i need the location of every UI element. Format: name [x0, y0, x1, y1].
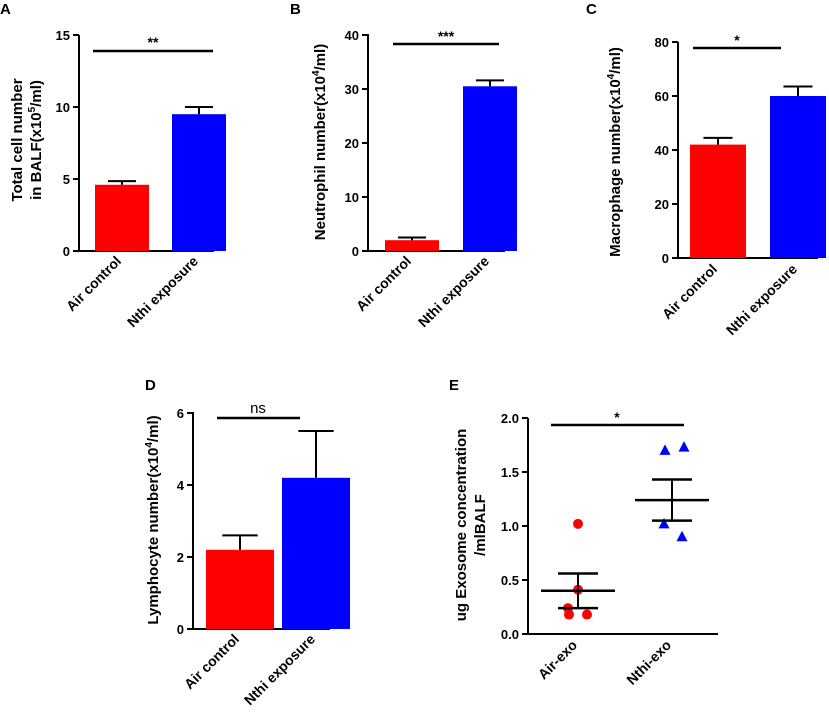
panel-e-xlabel-air-exo: Air-exo: [535, 637, 580, 682]
panel-letter-c: C: [586, 1, 597, 18]
panel-a-ytick-label-0: 0: [63, 244, 70, 259]
panel-c-ylabel: Macrophage number(x104/ml): [606, 47, 624, 257]
panel-e-point-air-exo-3: [564, 609, 574, 620]
svg-text:Lymphocyte number(x104/ml): Lymphocyte number(x104/ml): [144, 415, 162, 624]
panel-e-significance-label: *: [614, 409, 620, 425]
panel-e-point-air-exo-4: [582, 609, 592, 620]
panel-d-bar-nthi-exposure: [282, 477, 350, 629]
panel-a-bar-nthi-exposure: [172, 114, 226, 251]
panel-e-ylabel-line2: /mlBALF: [472, 494, 489, 556]
panel-b-significance-label: ***: [438, 28, 455, 44]
panel-e-ytick-label-2: 1.0: [501, 519, 519, 534]
panel-e-ylabel: ug Exosome concentration /mlBALF: [453, 429, 489, 622]
panel-a-significance-label: **: [148, 34, 159, 50]
panel-d-bar-air-control: [206, 549, 274, 629]
panel-a-ylabel-line2: in BALF(x105/ml): [27, 80, 45, 200]
panel-a-errorbar-nthi-exposure: [184, 106, 214, 115]
panel-letter-b: B: [290, 1, 301, 18]
panel-c-xlabel-air-control: Air control: [659, 261, 720, 322]
panel-d: D Lymphocyte number(x104/ml) 0 2 4 6 Air…: [144, 377, 350, 708]
panel-e: E ug Exosome concentration /mlBALF 0.0 0…: [449, 377, 718, 688]
panel-d-ytick-label-0: 0: [177, 622, 184, 637]
panel-e-ytick-label-0: 0.0: [501, 627, 519, 642]
panel-e-point-nthi-exo-2: [658, 517, 670, 529]
panel-e-point-nthi-exo-0: [659, 444, 671, 455]
panel-e-ytick-label-3: 1.5: [501, 465, 519, 480]
panel-c-ytick-label-2: 40: [655, 143, 669, 158]
panel-a-xlabel-air-control: Air control: [63, 253, 124, 314]
panel-letter-a: A: [0, 1, 11, 18]
svg-text:Neutrophil number(x104/ml): Neutrophil number(x104/ml): [311, 44, 329, 240]
panel-e-points: [563, 441, 690, 620]
panel-d-ytick-label-3: 6: [177, 406, 184, 421]
panel-b-xlabel-air-control: Air control: [353, 253, 414, 314]
panel-d-xlabel-air-control: Air control: [181, 631, 242, 692]
panel-a: A Total cell number in BALF(x105/ml) 0 5…: [0, 1, 226, 330]
panel-c-ytick-label-1: 20: [655, 197, 669, 212]
panel-c-xlabel-nthi-exposure: Nthi exposure: [723, 261, 800, 338]
panel-b-errorbar-air-control: [397, 236, 427, 241]
panel-d-ytick-label-1: 2: [177, 550, 184, 565]
panel-e-ytick-label-1: 0.5: [501, 573, 519, 588]
panel-c-ytick-label-0: 0: [662, 251, 669, 266]
panel-d-ylabel: Lymphocyte number(x104/ml): [144, 415, 162, 624]
panel-b: B Neutrophil number(x104/ml) 0 10 20 30 …: [290, 1, 517, 330]
panel-d-ytick-label-2: 4: [177, 478, 185, 493]
panel-c-ytick-label-4: 80: [655, 35, 669, 50]
panel-a-ytick-label-1: 5: [63, 172, 70, 187]
panel-a-bar-air-control: [95, 184, 149, 251]
panel-e-mean-sem: [541, 478, 709, 610]
panel-e-ylabel-line1: ug Exosome concentration: [453, 429, 470, 622]
panel-b-errorbar-nthi-exposure: [475, 79, 505, 87]
panel-d-errorbar-air-control: [222, 534, 258, 550]
panel-letter-d: D: [145, 377, 156, 394]
panel-d-significance-label: ns: [250, 400, 266, 417]
panel-c-significance-label: *: [734, 32, 740, 48]
panel-d-xlabel-nthi-exposure: Nthi exposure: [241, 631, 318, 708]
panel-d-errorbar-nthi-exposure: [298, 430, 334, 478]
panel-c-bar-air-control: [690, 144, 746, 258]
panel-c-ytick-label-3: 60: [655, 89, 669, 104]
panel-b-ytick-label-4: 40: [345, 28, 359, 43]
panel-c-errorbar-nthi-exposure: [783, 85, 813, 96]
panel-c-errorbar-air-control: [703, 136, 733, 145]
panel-b-ytick-label-3: 30: [345, 82, 359, 97]
panel-c: C Macrophage number(x104/ml) 0 20 40 60 …: [586, 1, 826, 338]
panel-letter-e: E: [449, 377, 459, 394]
panel-b-xlabel-nthi-exposure: Nthi exposure: [415, 253, 492, 330]
panel-b-ytick-label-0: 0: [352, 244, 359, 259]
panel-e-point-nthi-exo-1: [678, 441, 690, 452]
panel-a-ylabel-line1: Total cell number: [9, 78, 26, 201]
panel-e-xlabel-nthi-exo: Nthi-exo: [623, 637, 674, 688]
panel-b-bar-nthi-exposure: [463, 86, 517, 251]
svg-text:Macrophage number(x104/ml): Macrophage number(x104/ml): [606, 47, 624, 257]
panel-a-ytick-label-3: 15: [56, 28, 70, 43]
panel-a-errorbar-air-control: [107, 180, 137, 185]
panel-c-bar-nthi-exposure: [770, 96, 826, 258]
panel-a-xlabel-nthi-exposure: Nthi exposure: [124, 253, 201, 330]
panel-e-point-air-exo-0: [573, 518, 583, 529]
panel-a-ylabel: Total cell number in BALF(x105/ml): [9, 78, 45, 201]
panel-e-ytick-label-4: 2.0: [501, 411, 519, 426]
panel-a-ytick-label-2: 10: [56, 100, 70, 115]
panel-b-ylabel: Neutrophil number(x104/ml): [311, 44, 329, 240]
panel-b-ytick-label-2: 20: [345, 136, 359, 151]
panel-e-point-nthi-exo-3: [676, 530, 688, 542]
panel-b-bar-air-control: [385, 240, 439, 251]
panel-b-ytick-label-1: 10: [345, 190, 359, 205]
